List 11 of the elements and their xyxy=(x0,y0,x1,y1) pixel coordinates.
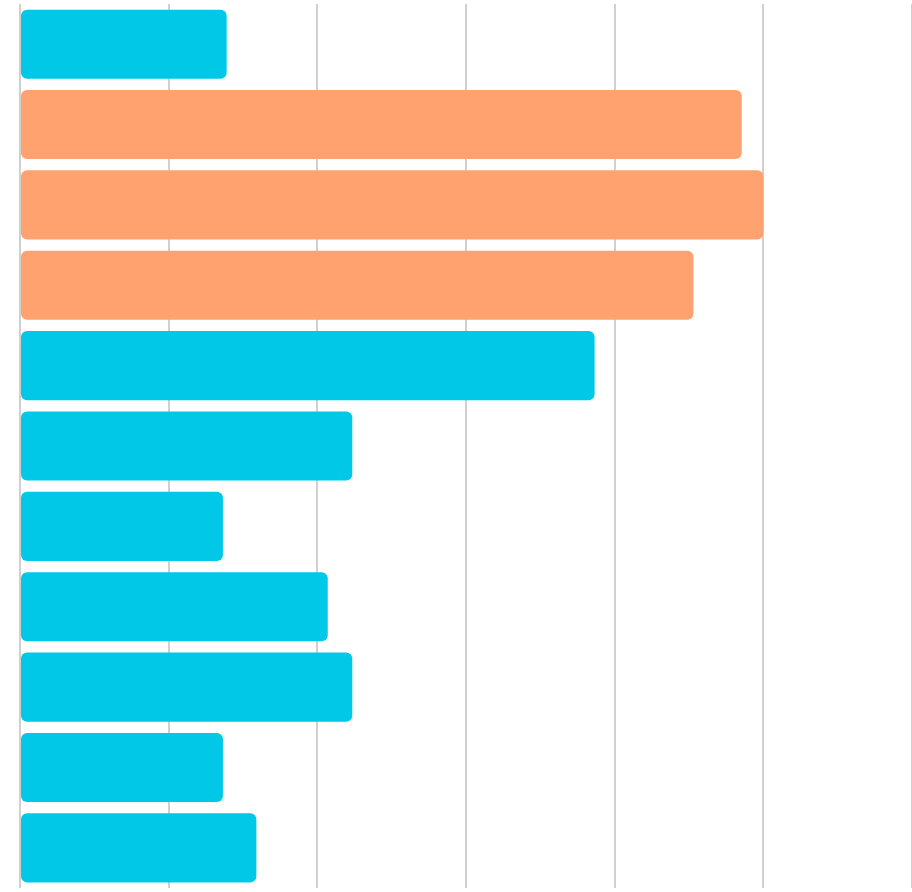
bar xyxy=(21,250,694,320)
bar xyxy=(21,572,328,642)
bar xyxy=(21,331,595,401)
bar xyxy=(21,170,764,240)
bar xyxy=(21,732,223,803)
bar xyxy=(21,813,257,883)
bar xyxy=(21,652,353,722)
bar xyxy=(21,9,227,79)
bar xyxy=(21,89,742,160)
bar xyxy=(21,411,353,481)
bar xyxy=(21,491,223,561)
